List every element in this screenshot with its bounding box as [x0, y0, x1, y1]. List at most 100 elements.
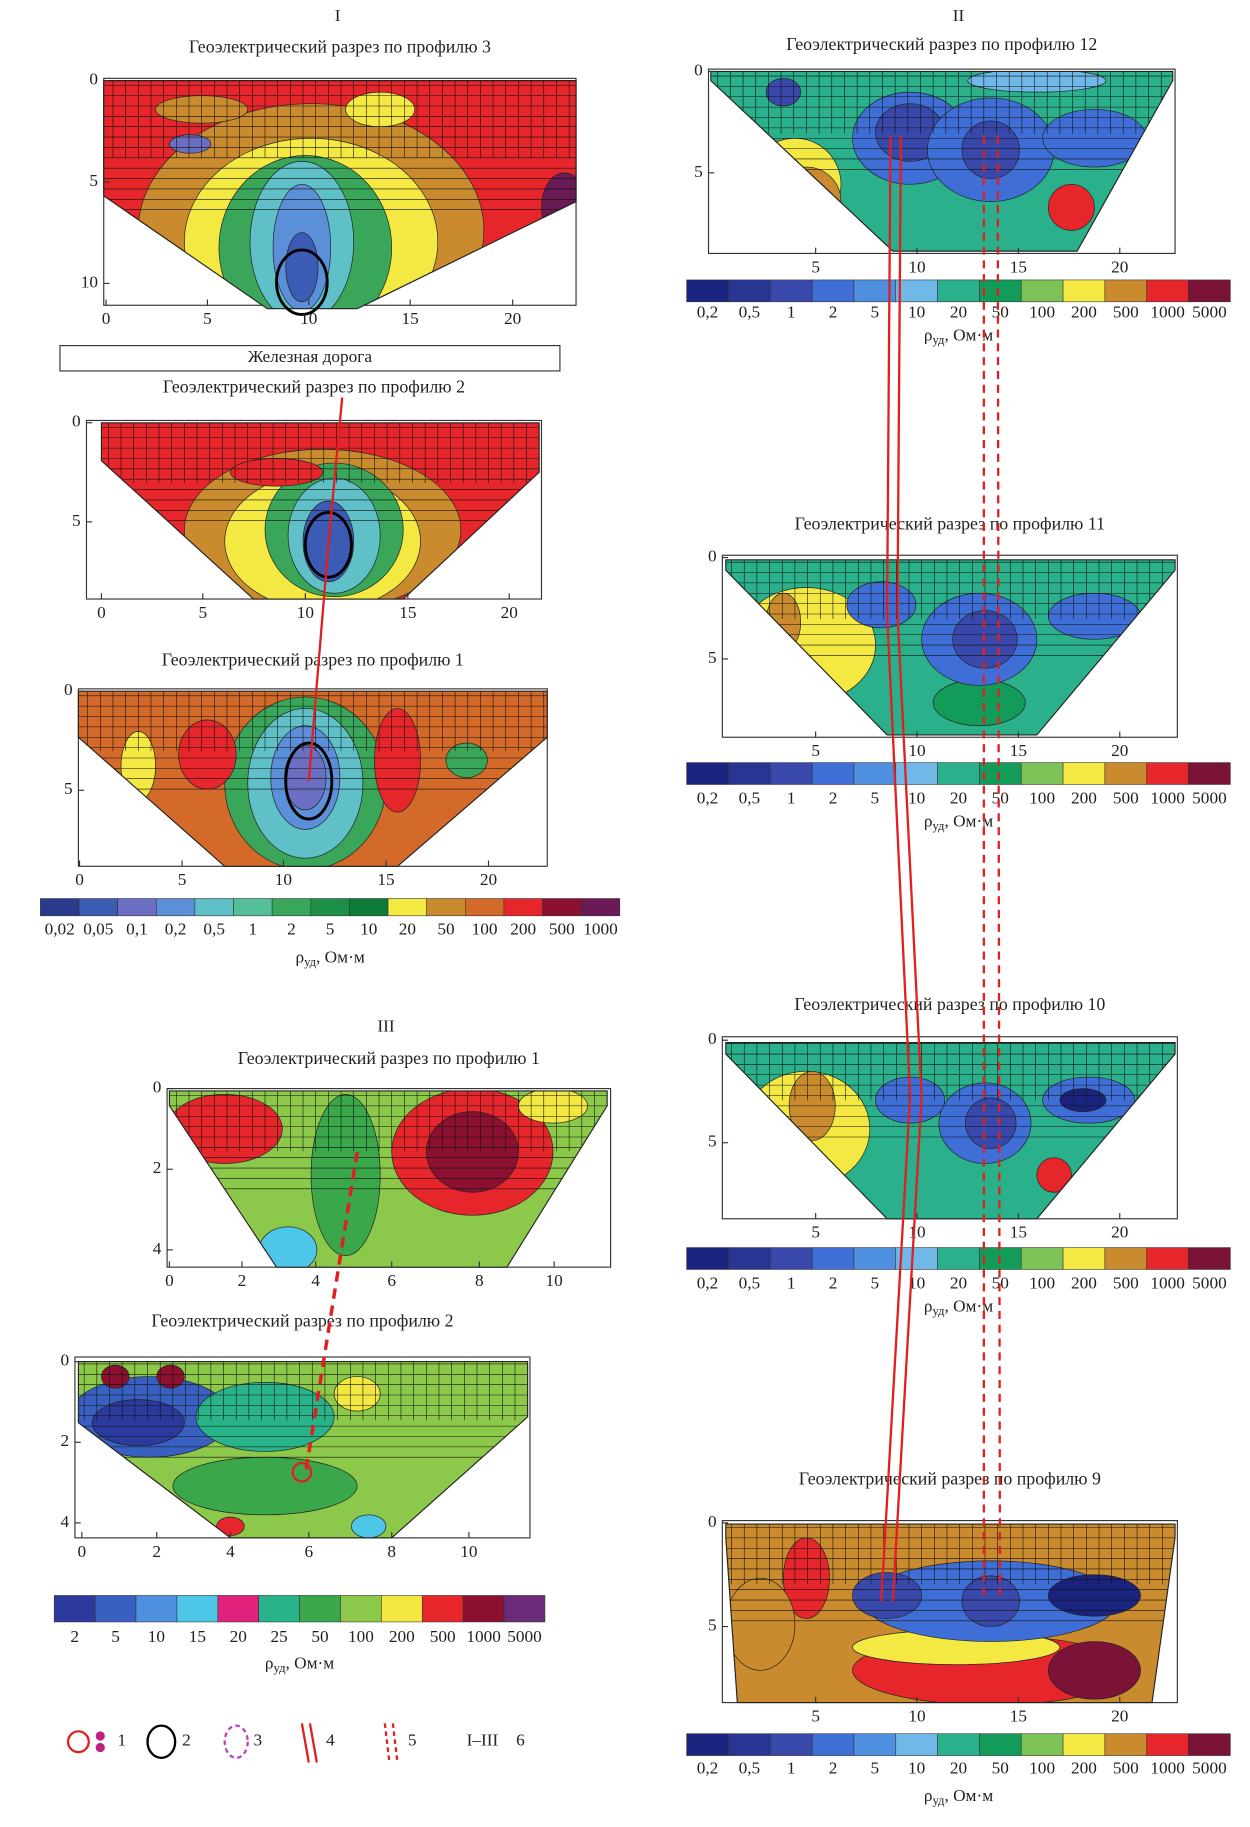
section-panel: Геоэлектрический разрез по профилю 12 5 10… — [694, 34, 1176, 276]
colorbar-label: 1000 — [1150, 788, 1185, 807]
colorbar-label: 0,5 — [203, 920, 225, 939]
colorbar-cell — [853, 762, 897, 785]
colorbar-cell — [1104, 1733, 1147, 1756]
section-panel: Геоэлектрический разрез по профилю 1 0 5 10… — [64, 649, 548, 889]
contour-zone — [961, 1575, 1020, 1627]
x-tick-label: 15 — [1010, 1707, 1027, 1726]
colorbar-cell — [1104, 762, 1147, 785]
colorbar-cell — [811, 1247, 855, 1270]
red-dashed-line — [303, 1151, 359, 1475]
red-line — [307, 397, 344, 782]
colorbar-label: 100 — [1029, 302, 1055, 321]
colorbar-cell — [465, 898, 505, 917]
colorbar-label: 0,5 — [739, 1273, 761, 1292]
colorbar-label: 20 — [950, 1273, 967, 1292]
colorbar-label: 1000 — [1150, 1758, 1185, 1777]
contour-zone — [230, 458, 323, 487]
colorbar-cell — [117, 898, 157, 917]
colorbar-label: 5000 — [1192, 302, 1227, 321]
colorbar-cell — [542, 898, 582, 917]
contour-zone — [333, 1376, 381, 1412]
x-tick-label: 5 — [811, 1223, 820, 1242]
colorbar: 0,2 0,5 1 2 5 10 20 50 100 200 500 1000 5000 ρуд, Ом·… — [686, 1733, 1231, 1808]
panel-title: Геоэлектрический разрез по профилю 2 — [151, 1311, 453, 1331]
colorbar-cell — [1062, 1247, 1106, 1270]
colorbar-cell — [1146, 1247, 1189, 1270]
colorbar-cell — [340, 1595, 382, 1623]
colorbar-label: 10 — [908, 788, 925, 807]
x-tick-label: 5 — [178, 870, 187, 889]
colorbar-cell — [1188, 1247, 1231, 1270]
legend-label: 3 — [253, 1731, 262, 1750]
colorbar-label: 0,1 — [126, 920, 148, 939]
contour-zone — [725, 1577, 796, 1671]
group-label: II — [953, 6, 965, 25]
colorbar-unit: ρуд, Ом·м — [924, 325, 993, 347]
x-tick-label: 15 — [1010, 257, 1027, 276]
red-line — [880, 135, 912, 1602]
colorbar-label: 1000 — [583, 920, 618, 939]
x-tick-label: 0 — [165, 1271, 174, 1290]
contour-map — [78, 691, 548, 867]
colorbar-label: 50 — [992, 302, 1009, 321]
y-tick-label: 2 — [61, 1431, 70, 1450]
colorbar-label: 0,5 — [739, 788, 761, 807]
unit-symbol: ρ — [924, 811, 933, 830]
colorbar-cell — [686, 1733, 729, 1756]
colorbar-label: 200 — [389, 1627, 415, 1646]
colorbar-cell — [53, 1595, 96, 1623]
colorbar-label: 10 — [908, 1758, 925, 1777]
x-tick-label: 0 — [75, 870, 84, 889]
colorbar-label: 1 — [249, 920, 258, 939]
section-outline — [100, 422, 540, 600]
contour-zone — [961, 120, 1020, 179]
x-tick-label: 10 — [908, 257, 925, 276]
colorbar-label: 0,2 — [697, 788, 719, 807]
colorbar-cell — [1146, 1733, 1189, 1756]
x-tick-label: 0 — [97, 603, 106, 622]
legend-label: 6 — [516, 1731, 525, 1750]
colorbar-label: 500 — [1113, 1758, 1139, 1777]
y-tick-label: 5 — [72, 511, 81, 530]
colorbar-label: 50 — [437, 920, 454, 939]
colorbar-unit: ρуд, Ом·м — [295, 947, 364, 969]
legend-symbol — [95, 1742, 105, 1753]
colorbar-cell — [769, 1247, 813, 1270]
panel-title: Геоэлектрический разрез по профилю 10 — [794, 994, 1105, 1014]
colorbar-label: 20 — [399, 920, 416, 939]
colorbar-cell — [979, 1733, 1022, 1756]
panel-title: Геоэлектрический разрез по профилю 9 — [799, 1468, 1101, 1488]
colorbar: 0,2 0,5 1 2 5 10 20 50 100 200 500 1000 5000 ρуд, Ом·… — [686, 762, 1231, 833]
colorbar-cell — [580, 898, 621, 917]
colorbar-label: 0,5 — [739, 1758, 761, 1777]
colorbar-label: 1 — [787, 1758, 796, 1777]
colorbar-cell — [895, 762, 938, 785]
contour-zone — [1047, 183, 1095, 231]
colorbar-label: 0,5 — [739, 302, 761, 321]
colorbar-cell — [1104, 1247, 1147, 1270]
colorbar-label: 25 — [270, 1627, 287, 1646]
contour-zone — [1036, 1157, 1072, 1193]
unit-rest: , Ом·м — [944, 1786, 993, 1805]
x-tick-label: 15 — [1010, 1223, 1027, 1242]
unit-symbol: ρ — [265, 1654, 274, 1673]
contour-zone — [169, 134, 212, 154]
section-outline — [710, 70, 1174, 252]
contour-zone — [156, 1364, 185, 1389]
y-tick-label: 0 — [72, 412, 81, 431]
colorbar-cell — [1146, 762, 1189, 785]
colorbar-cell — [811, 1733, 855, 1756]
y-tick-label: 4 — [153, 1239, 162, 1258]
panel-title: Геоэлектрический разрез по профилю 2 — [163, 376, 465, 396]
colorbar-cell — [155, 898, 196, 917]
legend-symbol — [383, 1723, 391, 1763]
colorbar-label: 500 — [1113, 302, 1139, 321]
colorbar-cell — [258, 1595, 300, 1623]
colorbar-cell — [78, 898, 118, 917]
colorbar-cell — [937, 1733, 980, 1756]
colorbar-label: 2 — [829, 1273, 838, 1292]
colorbar-cell — [1020, 762, 1064, 785]
colorbar-label: 2 — [70, 1627, 79, 1646]
colorbar: 0,02 0,05 0,1 0,2 0,5 1 2 5 10 20 50 100 200 500 1000 ρ… — [40, 898, 621, 969]
